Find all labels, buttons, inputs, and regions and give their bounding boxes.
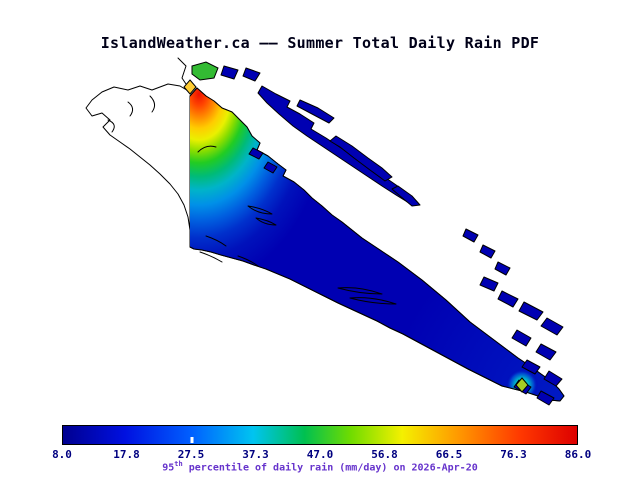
caption-prefix: 95 <box>162 462 175 474</box>
colorbar-tick-label: 56.8 <box>371 448 398 461</box>
colorbar-tick-label: 17.8 <box>113 448 140 461</box>
caption: 95th percentile of daily rain (mm/day) o… <box>0 460 640 473</box>
colorbar-tick-label: 76.3 <box>500 448 527 461</box>
caption-superscript: th <box>174 460 183 468</box>
mainland-coast <box>220 65 421 207</box>
inlet-squiggle <box>149 95 156 113</box>
station-marker-south-icon <box>515 377 529 393</box>
colorbar-ticks: 8.0 17.8 27.5 37.3 47.0 56.8 66.5 76.3 8… <box>52 448 591 462</box>
colorbar <box>62 425 578 445</box>
colorbar-tick-label: 37.3 <box>242 448 269 461</box>
page-title: IslandWeather.ca —— Summer Total Daily R… <box>100 34 540 52</box>
southeast-lighter-band <box>380 240 564 401</box>
strait-islands <box>197 145 511 305</box>
colorbar-tick-label: 86.0 <box>564 448 592 461</box>
north-island-coastline <box>85 83 191 231</box>
colorbar-tick-label: 47.0 <box>306 448 334 461</box>
out-of-domain-coastline <box>38 57 191 256</box>
green-north-island <box>191 61 219 81</box>
vancouver-island <box>189 87 565 402</box>
colorbar-gradient <box>63 426 577 444</box>
inlet-squiggle <box>107 119 115 133</box>
station-marker-north-icon <box>183 79 197 95</box>
colorbar-tick-label: 27.5 <box>177 448 205 461</box>
colorbar-tick-label: 8.0 <box>52 448 72 461</box>
inlet-squiggle <box>127 101 134 117</box>
north-island-white-land <box>86 84 190 230</box>
caption-rest: percentile of daily rain (mm/day) on 202… <box>182 462 478 474</box>
colorbar-tick-label: 66.5 <box>435 448 463 461</box>
far-left-islands <box>38 182 92 256</box>
colorbar-value-marker <box>190 437 193 443</box>
